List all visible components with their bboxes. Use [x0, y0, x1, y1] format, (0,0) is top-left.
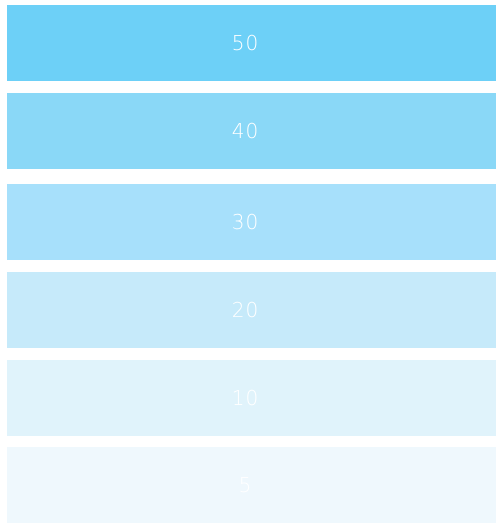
color-swatch: 30 — [7, 184, 496, 260]
swatch-label: 10 — [231, 386, 260, 410]
swatch-label: 20 — [231, 298, 260, 322]
swatch-label: 5 — [238, 473, 253, 497]
color-swatch: 50 — [7, 5, 496, 81]
swatch-label: 50 — [231, 31, 260, 55]
color-swatch: 20 — [7, 272, 496, 348]
swatch-label: 30 — [231, 210, 260, 234]
color-swatch: 5 — [7, 447, 496, 523]
swatch-label: 40 — [231, 119, 260, 143]
color-swatch: 10 — [7, 360, 496, 436]
color-swatch: 40 — [7, 93, 496, 169]
